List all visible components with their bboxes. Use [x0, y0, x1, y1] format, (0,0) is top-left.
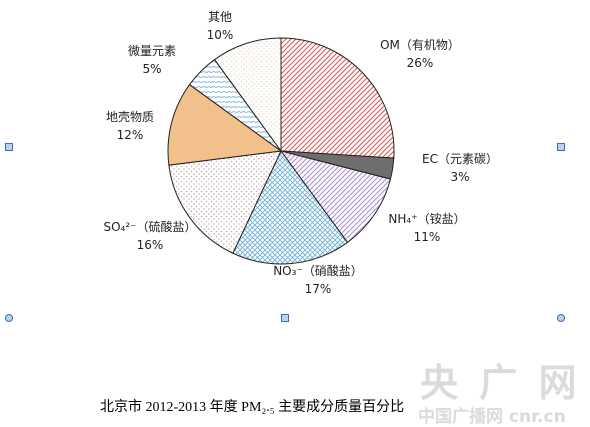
pie-slice: [213, 37, 282, 153]
slice-name: OM（有机物）: [380, 38, 460, 52]
slice-value: 5%: [142, 62, 162, 76]
slice-label: OM（有机物） 26%: [360, 36, 480, 72]
slice-label: NO₃⁻（硝酸盐） 17%: [268, 262, 368, 298]
pie-slice: [168, 150, 282, 254]
resize-handle[interactable]: [557, 143, 565, 151]
resize-handle[interactable]: [5, 314, 13, 322]
slice-value: 16%: [136, 238, 164, 252]
watermark-site: 中国广播网 cnr.cn: [418, 407, 566, 427]
slice-label: NH₄⁺（铵盐） 11%: [372, 210, 482, 246]
slice-value: 3%: [450, 170, 470, 184]
pie-slice: [167, 83, 283, 166]
resize-handle[interactable]: [281, 314, 289, 322]
slice-name: 地壳物质: [105, 110, 154, 124]
slice-value: 26%: [406, 56, 434, 70]
watermark-logo: 央 广 网: [420, 361, 581, 405]
slice-value: 10%: [206, 28, 234, 42]
slice-label: EC（元素碳） 3%: [405, 150, 515, 186]
slice-label: 地壳物质 12%: [90, 108, 170, 144]
resize-handle[interactable]: [557, 314, 565, 322]
slice-name: 其他: [207, 10, 232, 24]
pie-slice: [232, 150, 349, 265]
resize-handle[interactable]: [5, 143, 13, 151]
caption: 北京市 2012-2013 年度 PM₂.₅ 主要成分质量百分比: [100, 400, 405, 415]
pie-slice: [280, 37, 395, 159]
slice-name: NH₄⁺（铵盐）: [388, 212, 466, 226]
slice-name: EC（元素碳）: [422, 152, 498, 166]
pie-slice: [279, 150, 392, 244]
slice-value: 12%: [116, 128, 144, 142]
slice-label: 微量元素 5%: [112, 42, 192, 78]
slice-name: 微量元素: [127, 44, 176, 58]
slice-label: 其他 10%: [180, 8, 260, 44]
slice-name: NO₃⁻（硝酸盐）: [273, 264, 363, 278]
slice-label: SO₄²⁻（硫酸盐） 16%: [100, 218, 200, 254]
slice-name: SO₄²⁻（硫酸盐）: [103, 220, 197, 234]
slice-value: 17%: [304, 282, 332, 296]
slice-value: 11%: [413, 230, 441, 244]
